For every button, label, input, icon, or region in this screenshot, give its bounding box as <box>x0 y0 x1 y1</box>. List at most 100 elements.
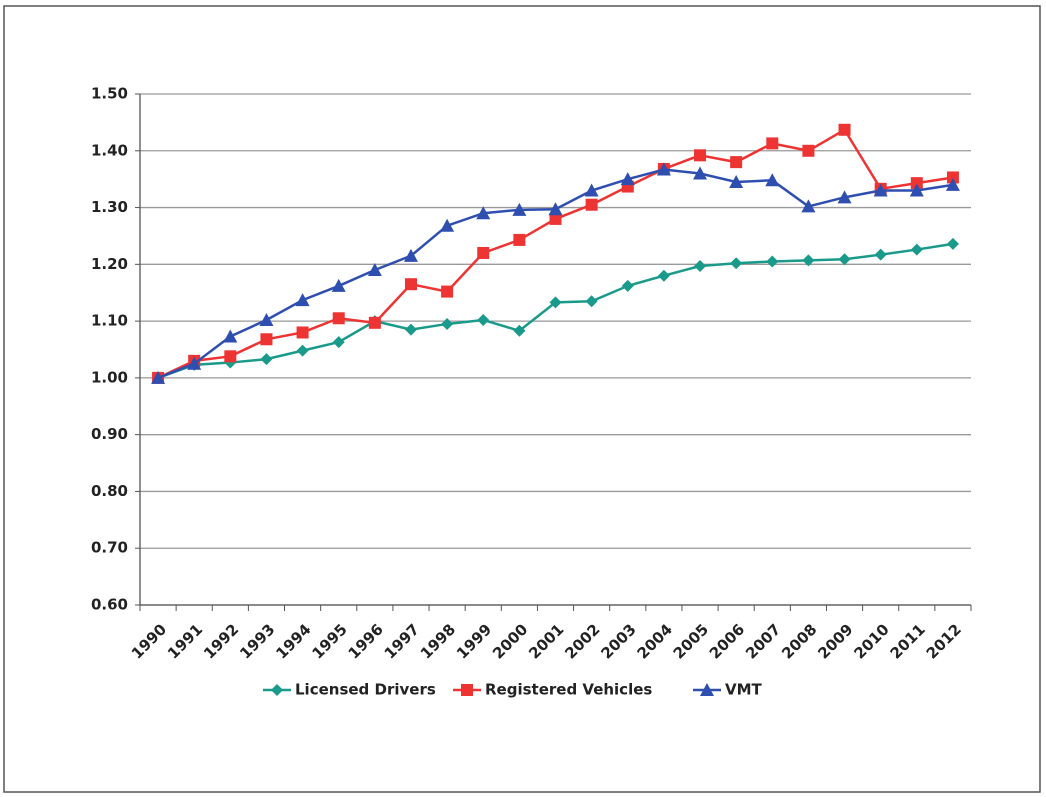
series-line <box>157 128 954 380</box>
x-tick-label: 1993 <box>236 620 278 662</box>
marker <box>946 237 959 250</box>
marker <box>271 684 283 696</box>
marker <box>910 177 923 190</box>
marker <box>874 248 887 261</box>
marker <box>332 312 345 325</box>
marker <box>477 313 490 326</box>
marker <box>295 293 310 307</box>
marker <box>838 253 851 266</box>
marker <box>513 324 526 337</box>
marker <box>694 260 707 273</box>
x-tick-label: 2003 <box>598 620 640 662</box>
marker <box>873 183 888 197</box>
marker <box>729 175 744 189</box>
marker <box>512 202 527 216</box>
frame <box>3 5 1041 793</box>
marker <box>367 263 382 277</box>
marker <box>910 243 923 256</box>
marker <box>223 329 238 343</box>
marker <box>404 278 417 291</box>
marker <box>332 336 345 349</box>
x-tick-label: 2007 <box>742 620 784 662</box>
y-tick-label: 0.90 <box>91 425 128 443</box>
marker <box>548 202 563 216</box>
marker <box>946 171 959 184</box>
y-tick-label: 0.80 <box>91 482 128 500</box>
marker <box>656 162 671 176</box>
marker <box>700 683 714 696</box>
marker <box>513 233 526 246</box>
marker <box>403 248 418 262</box>
marker <box>549 212 562 225</box>
marker <box>296 326 309 339</box>
marker <box>296 344 309 357</box>
legend-label: Licensed Drivers <box>295 681 436 699</box>
marker <box>259 312 274 326</box>
series-line <box>157 168 954 380</box>
marker <box>693 166 708 180</box>
x-tick-label: 1991 <box>164 620 206 662</box>
x-tick-label: 1999 <box>453 620 495 662</box>
marker <box>766 255 779 268</box>
marker <box>260 333 273 346</box>
x-tick-label: 1996 <box>345 620 387 662</box>
x-tick-label: 1995 <box>308 620 350 662</box>
marker <box>477 246 490 259</box>
marker <box>441 317 454 330</box>
marker <box>187 356 202 370</box>
x-tick-label: 2005 <box>670 620 712 662</box>
marker <box>837 190 852 204</box>
marker <box>151 370 166 384</box>
y-tick-label: 1.10 <box>91 312 128 330</box>
marker <box>331 278 346 292</box>
y-tick-label: 0.60 <box>91 596 128 614</box>
x-tick-label: 2008 <box>778 620 820 662</box>
y-tick-label: 0.70 <box>91 539 128 557</box>
marker <box>801 199 816 213</box>
legend-item: Licensed Drivers <box>263 681 436 699</box>
marker <box>802 254 815 267</box>
marker <box>838 123 851 136</box>
marker <box>766 137 779 150</box>
marker <box>730 257 743 270</box>
marker <box>476 206 491 220</box>
x-tick-label: 1994 <box>272 620 314 662</box>
marker <box>224 350 237 363</box>
legend-label: VMT <box>725 681 763 699</box>
y-tick-label: 1.40 <box>91 141 128 159</box>
x-tick-label: 2010 <box>850 620 892 662</box>
x-tick-label: 1997 <box>381 620 423 662</box>
x-tick-label: 2004 <box>634 620 676 662</box>
x-tick-label: 1990 <box>128 620 170 662</box>
marker <box>549 296 562 309</box>
marker <box>585 295 598 308</box>
y-tick-label: 1.00 <box>91 368 128 386</box>
marker <box>260 353 273 366</box>
legend-label: Registered Vehicles <box>485 681 652 699</box>
marker <box>694 149 707 162</box>
x-tick-label: 1998 <box>417 620 459 662</box>
y-tick-label: 1.20 <box>91 255 128 273</box>
marker <box>404 323 417 336</box>
marker <box>440 218 455 232</box>
marker <box>909 183 924 197</box>
x-tick-label: 2002 <box>561 620 603 662</box>
marker <box>441 285 454 298</box>
x-tick-label: 1992 <box>200 620 242 662</box>
marker <box>461 684 473 696</box>
marker <box>584 183 599 197</box>
marker <box>730 156 743 169</box>
marker <box>368 316 381 329</box>
marker <box>585 198 598 211</box>
legend-item: Registered Vehicles <box>453 681 652 699</box>
y-tick-label: 1.30 <box>91 198 128 216</box>
marker <box>802 144 815 157</box>
x-tick-label: 2012 <box>923 620 965 662</box>
x-tick-label: 2000 <box>489 620 531 662</box>
marker <box>621 279 634 292</box>
x-tick-label: 2006 <box>706 620 748 662</box>
x-tick-label: 2011 <box>887 620 929 662</box>
x-tick-label: 2009 <box>814 620 856 662</box>
marker <box>620 172 635 186</box>
